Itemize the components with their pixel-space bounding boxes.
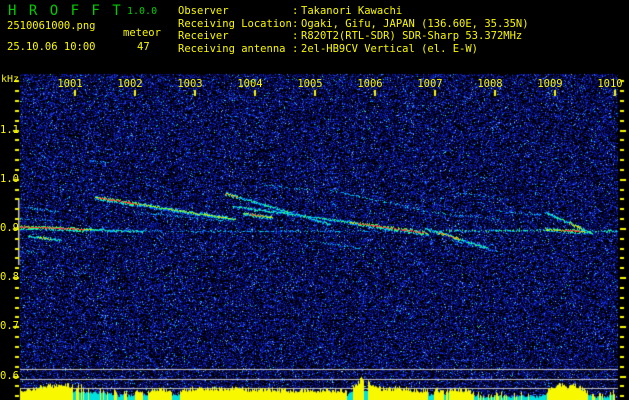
app-title: H R O F F T bbox=[8, 3, 123, 19]
info-separator: : bbox=[292, 5, 299, 17]
freq-axis-label: 0.6 bbox=[0, 369, 19, 382]
info-row-antenna: Receiving antenna:2el-HB9CV Vertical (el… bbox=[178, 43, 529, 56]
info-separator: : bbox=[292, 30, 299, 43]
freq-axis-unit: kHz bbox=[1, 74, 20, 85]
info-label: Receiving Location bbox=[178, 17, 292, 30]
freq-axis-label: 0.8 bbox=[0, 271, 19, 284]
freq-axis-label: 0.7 bbox=[0, 320, 19, 333]
output-filename: 2510061000.png bbox=[7, 20, 96, 32]
time-axis-label: 1006 bbox=[357, 78, 383, 90]
time-axis-label: 1001 bbox=[57, 78, 83, 90]
mode-label: meteor bbox=[123, 27, 161, 39]
observation-info: Observer: Takanori Kawachi Receiving Loca… bbox=[178, 5, 529, 55]
info-value: R820T2(RTL-SDR) SDR-Sharp 53.372MHz bbox=[301, 30, 523, 43]
info-label: Receiving antenna bbox=[178, 42, 286, 55]
time-axis-label: 1002 bbox=[117, 78, 143, 90]
info-label: Receiver bbox=[178, 30, 229, 43]
time-axis-label: 1009 bbox=[537, 78, 563, 90]
info-row-receiver: Receiver: R820T2(RTL-SDR) SDR-Sharp 53.37… bbox=[178, 30, 529, 43]
info-value: Ogaki, Gifu, JAPAN (136.60E, 35.35N) bbox=[301, 17, 529, 30]
app-version: 1.0.0 bbox=[127, 6, 158, 17]
echo-count: 47 bbox=[137, 41, 150, 53]
info-row-observer: Observer: Takanori Kawachi bbox=[178, 5, 529, 18]
time-axis-label: 1005 bbox=[297, 78, 323, 90]
time-axis-label: 1007 bbox=[417, 78, 443, 90]
time-axis-label: 1003 bbox=[177, 78, 203, 90]
date-time: 25.10.06 10:00 bbox=[7, 41, 96, 53]
time-axis-label: 1010 bbox=[597, 78, 623, 90]
freq-axis-label: 0.9 bbox=[0, 221, 19, 234]
info-label: Observer bbox=[178, 5, 229, 17]
time-axis-label: 1004 bbox=[237, 78, 263, 90]
info-separator: : bbox=[292, 42, 299, 55]
time-axis-label: 1008 bbox=[477, 78, 503, 90]
freq-axis-label: 1.1 bbox=[0, 123, 19, 136]
freq-axis-label: 1.0 bbox=[0, 172, 19, 185]
info-separator: : bbox=[292, 17, 299, 30]
info-value: Takanori Kawachi bbox=[301, 5, 403, 17]
info-value: 2el-HB9CV Vertical (el. E-W) bbox=[301, 42, 479, 55]
info-row-location: Receiving Location: Ogaki, Gifu, JAPAN (1… bbox=[178, 18, 529, 31]
